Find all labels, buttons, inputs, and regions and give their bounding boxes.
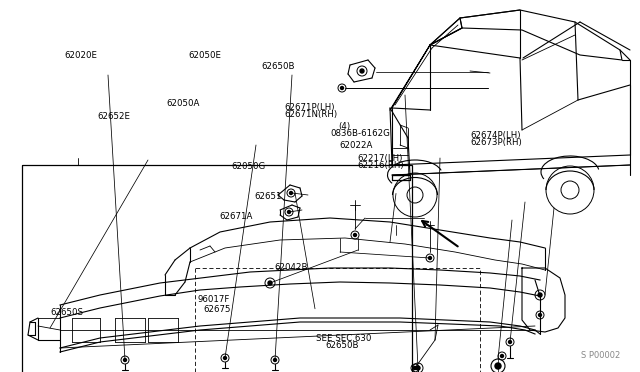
Circle shape bbox=[360, 69, 364, 73]
Text: 62050A: 62050A bbox=[166, 99, 200, 108]
Text: 96017F: 96017F bbox=[197, 295, 230, 304]
Circle shape bbox=[289, 192, 292, 195]
Text: 62050E: 62050E bbox=[189, 51, 222, 60]
Text: 62671N(RH): 62671N(RH) bbox=[285, 110, 338, 119]
Bar bbox=[22, 165, 412, 372]
Text: 62652E: 62652E bbox=[97, 112, 131, 121]
Circle shape bbox=[124, 359, 127, 362]
Text: 0836B-6162G: 0836B-6162G bbox=[330, 129, 390, 138]
Text: 62050G: 62050G bbox=[232, 162, 266, 171]
Text: 62673P(RH): 62673P(RH) bbox=[470, 138, 522, 147]
Text: 62020E: 62020E bbox=[64, 51, 97, 60]
Text: 62022A: 62022A bbox=[339, 141, 372, 150]
Circle shape bbox=[509, 340, 511, 343]
Circle shape bbox=[353, 234, 356, 237]
Text: (4): (4) bbox=[338, 122, 350, 131]
Text: 62042B: 62042B bbox=[274, 263, 307, 272]
Circle shape bbox=[429, 257, 431, 260]
Text: 62671A: 62671A bbox=[219, 212, 252, 221]
Text: 62650B: 62650B bbox=[261, 62, 294, 71]
Text: 62651: 62651 bbox=[255, 192, 282, 201]
Circle shape bbox=[416, 366, 420, 370]
Text: 62674P(LH): 62674P(LH) bbox=[470, 131, 521, 140]
Circle shape bbox=[495, 363, 501, 369]
Circle shape bbox=[500, 355, 504, 357]
Text: SEE SEC.630: SEE SEC.630 bbox=[316, 334, 371, 343]
Circle shape bbox=[273, 359, 276, 362]
Text: S P00002: S P00002 bbox=[580, 351, 620, 360]
Text: 62650B: 62650B bbox=[325, 341, 358, 350]
Circle shape bbox=[268, 281, 272, 285]
Circle shape bbox=[287, 211, 291, 214]
Text: 62650S: 62650S bbox=[50, 308, 83, 317]
Circle shape bbox=[340, 87, 344, 90]
Circle shape bbox=[538, 314, 541, 317]
Text: 62217(LH): 62217(LH) bbox=[357, 154, 403, 163]
Text: 62216(RH): 62216(RH) bbox=[357, 161, 404, 170]
Circle shape bbox=[538, 293, 542, 297]
Circle shape bbox=[223, 356, 227, 359]
Text: 62675: 62675 bbox=[204, 305, 231, 314]
Circle shape bbox=[413, 366, 417, 369]
Text: 62671P(LH): 62671P(LH) bbox=[285, 103, 335, 112]
